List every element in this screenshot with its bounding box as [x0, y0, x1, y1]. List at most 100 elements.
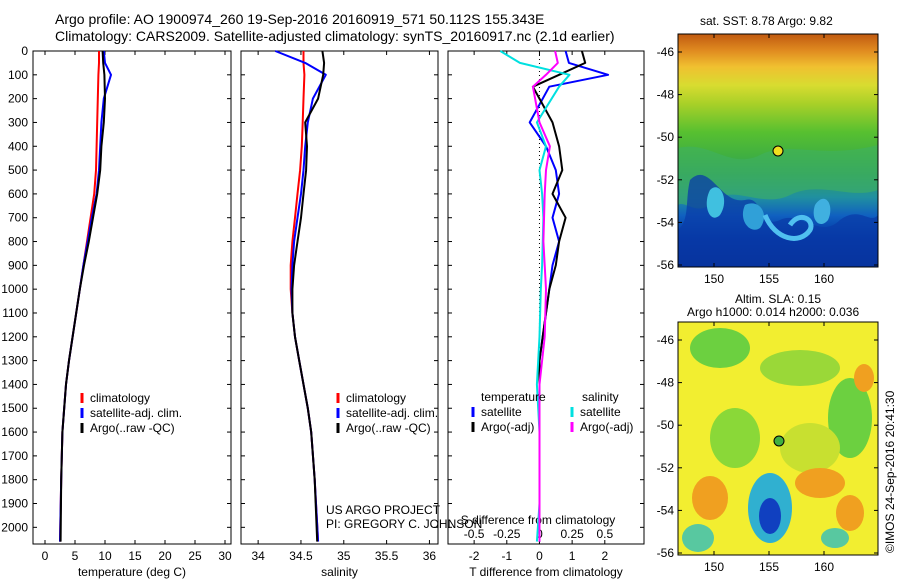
lat-tick-label: -56 — [657, 546, 675, 560]
lat-tick-label: -56 — [657, 258, 675, 272]
legend-group-title: temperature — [481, 390, 546, 404]
y-tick-label: 500 — [8, 163, 28, 177]
sst-map-title: sat. SST: 8.78 Argo: 9.82 — [700, 14, 833, 28]
y-tick-label: 1100 — [2, 306, 28, 320]
lon-tick-label: 160 — [814, 272, 834, 286]
x-tick-label-salinity: -0.25 — [493, 527, 521, 541]
legend-label: satellite-adj. clim. — [346, 406, 438, 420]
y-tick-label: 900 — [8, 258, 28, 272]
series-line — [499, 50, 571, 542]
header-line-2: Climatology: CARS2009. Satellite-adjuste… — [55, 28, 615, 44]
profile-plots: 0100200300400500600700800900100011001200… — [1, 44, 645, 579]
y-tick-label: 400 — [8, 139, 28, 153]
x-tick-label-salinity: 0.25 — [560, 527, 584, 541]
lon-tick-label: 150 — [704, 272, 724, 286]
y-tick-label: 100 — [8, 68, 28, 82]
lat-tick-label: -48 — [657, 376, 675, 390]
lat-tick-label: -46 — [657, 45, 675, 59]
salinity-panel: 34 34.5 35 35.5 36 salinity climatologysatelli… — [240, 50, 439, 579]
temperature-panel: 0100200300400500600700800900100011001200… — [1, 44, 232, 579]
x-tick-label: 34 — [251, 549, 265, 563]
x-tick-label: 0 — [42, 549, 49, 563]
y-tick-label: 800 — [8, 235, 28, 249]
y-tick-label: 1600 — [1, 425, 28, 439]
series-line — [274, 50, 327, 542]
x-tick-label: 2 — [601, 549, 608, 563]
x-tick-label: 20 — [158, 549, 172, 563]
legend-label: climatology — [90, 391, 150, 405]
x-tick-label: 0 — [536, 549, 543, 563]
series-line — [531, 50, 559, 542]
legend-label: Argo(..raw -QC) — [90, 421, 175, 435]
legend-label: climatology — [346, 391, 406, 405]
x-tick-label: 10 — [98, 549, 112, 563]
lon-tick-label: 155 — [759, 272, 779, 286]
plot-frame — [32, 50, 232, 545]
x-tick-label: 34.5 — [289, 549, 313, 563]
legend-label: satellite — [481, 405, 522, 419]
lat-tick-label: -50 — [657, 130, 675, 144]
series-line — [291, 50, 326, 542]
x-tick-label: -2 — [469, 549, 480, 563]
lat-tick-label: -54 — [657, 503, 675, 517]
argo-float-marker — [772, 145, 784, 157]
x-axis-label: T difference from climatology — [469, 565, 623, 579]
x-tick-label: 30 — [218, 549, 232, 563]
lat-tick-label: -50 — [657, 418, 675, 432]
credit-project: US ARGO PROJECT — [326, 503, 441, 517]
legend-label: satellite — [580, 405, 621, 419]
x-tick-label: 1 — [569, 549, 576, 563]
lat-tick-label: -54 — [657, 215, 675, 229]
y-tick-label: 1900 — [1, 497, 28, 511]
y-tick-label: 0 — [21, 44, 28, 58]
sla-map-title-1: Altim. SLA: 0.15 — [735, 292, 822, 306]
series-line — [59, 50, 106, 542]
x-tick-label: 35.5 — [375, 549, 399, 563]
lat-tick-label: -46 — [657, 333, 675, 347]
header: Argo profile: AO 1900974_260 19-Sep-2016… — [55, 11, 615, 45]
y-tick-label: 1300 — [1, 354, 28, 368]
y-tick-label: 600 — [8, 187, 28, 201]
y-tick-label: 1700 — [1, 449, 28, 463]
argo-float-marker — [773, 435, 785, 447]
y-tick-label: 1500 — [1, 401, 28, 415]
lat-tick-label: -52 — [657, 461, 675, 475]
y-tick-label: 1400 — [1, 377, 28, 391]
lon-tick-label: 160 — [814, 560, 834, 574]
legend-label: satellite-adj. clim. — [90, 406, 182, 420]
lat-tick-label: -52 — [657, 173, 675, 187]
sla-map[interactable]: -46 -48 -50 -52 -54 -56 150 155 160 — [650, 318, 890, 578]
y-tick-label: 300 — [8, 115, 28, 129]
y-tick-label: 1800 — [1, 473, 28, 487]
y-tick-label: 2000 — [1, 520, 28, 534]
x-axis-label: temperature (deg C) — [78, 565, 186, 579]
lon-tick-label: 150 — [704, 560, 724, 574]
x-tick-label-salinity: 0.5 — [596, 527, 613, 541]
header-line-1: Argo profile: AO 1900974_260 19-Sep-2016… — [55, 11, 545, 27]
sst-map[interactable]: -46 -48 -50 -52 -54 -56 150 155 160 — [650, 30, 890, 296]
x-tick-label-salinity: -0.5 — [464, 527, 485, 541]
x-tick-label: 5 — [72, 549, 79, 563]
plot-frame — [240, 50, 439, 545]
x-axis-label: salinity — [321, 565, 358, 579]
x-tick-label: 15 — [128, 549, 142, 563]
sla-map-title-2: Argo h1000: 0.014 h2000: 0.036 — [687, 305, 860, 319]
plot-frame — [447, 50, 645, 545]
legend-label: Argo(-adj) — [580, 420, 633, 434]
credit-pi: PI: GREGORY C. JOHNSON — [326, 517, 482, 531]
lon-tick-label: 155 — [759, 560, 779, 574]
legend-label: Argo(..raw -QC) — [346, 421, 431, 435]
y-tick-label: 200 — [8, 92, 28, 106]
x-tick-label: -1 — [501, 549, 512, 563]
lat-tick-label: -48 — [657, 88, 675, 102]
legend-group-title: salinity — [582, 390, 619, 404]
legend-label: Argo(-adj) — [481, 420, 534, 434]
x-tick-label: 35 — [337, 549, 351, 563]
y-tick-label: 1200 — [1, 330, 28, 344]
x-tick-label: 36 — [423, 549, 437, 563]
y-tick-label: 700 — [8, 211, 28, 225]
x-tick-label: 25 — [188, 549, 202, 563]
imos-stamp: ©IMOS 24-Sep-2016 20:41:30 — [883, 390, 897, 553]
y-tick-label: 1000 — [1, 282, 28, 296]
